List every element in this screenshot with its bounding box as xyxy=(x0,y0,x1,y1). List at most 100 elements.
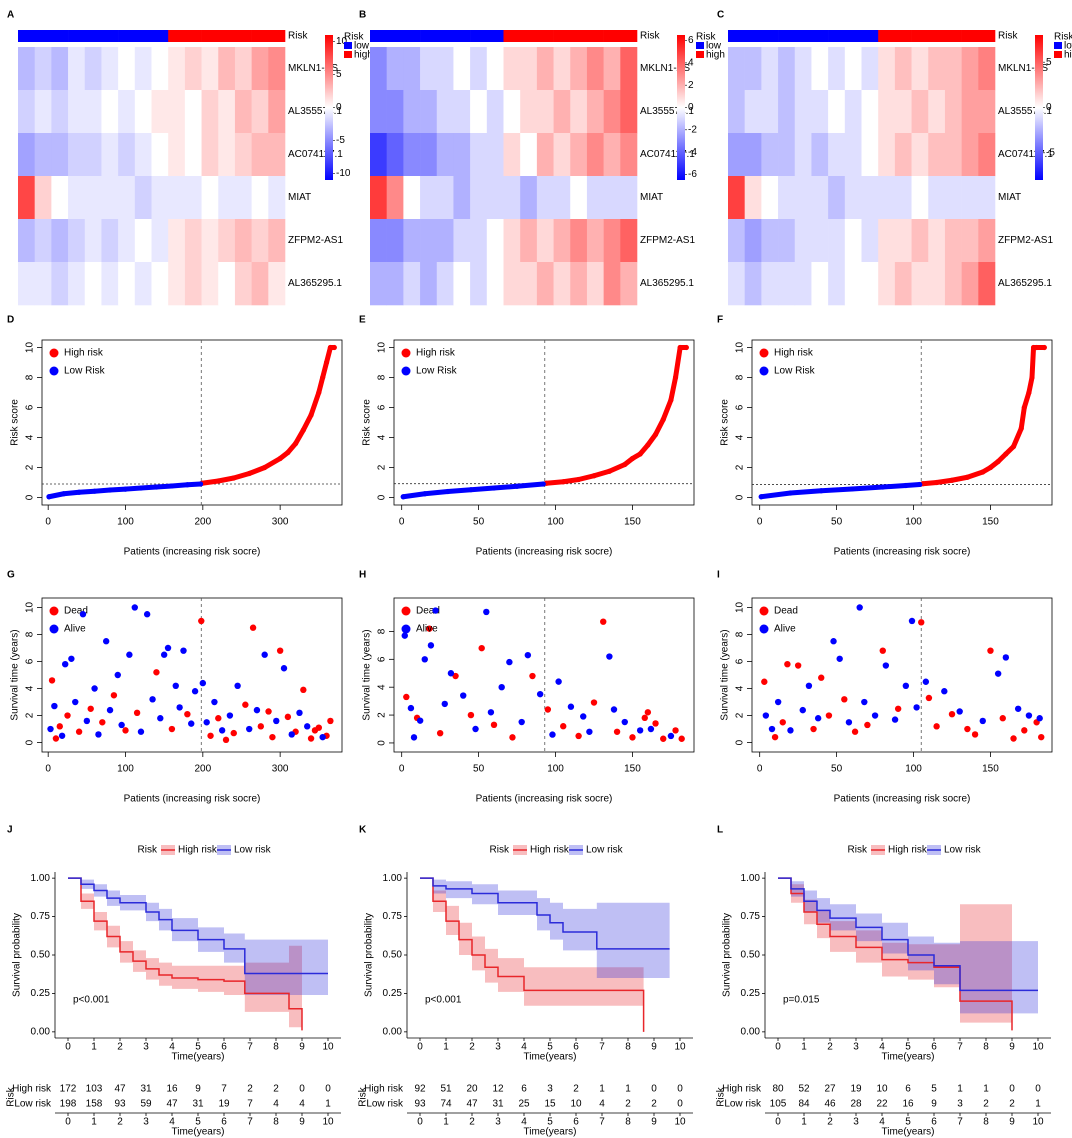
risk-table-tick-label: 7 xyxy=(247,1117,253,1128)
heatmap-cell xyxy=(553,133,571,177)
heatmap-cell xyxy=(928,262,946,306)
data-point xyxy=(257,723,265,730)
risk-table-count: 105 xyxy=(770,1099,787,1110)
legend-label: High risk xyxy=(888,845,928,856)
heatmap-cell xyxy=(251,262,269,306)
heatmap-cell xyxy=(928,219,946,263)
data-point xyxy=(934,479,940,486)
heatmap-cell xyxy=(811,219,829,263)
heatmap-cell xyxy=(828,90,846,134)
data-point xyxy=(168,725,176,733)
risk-annotation-cell xyxy=(470,30,488,42)
heatmap-cell xyxy=(218,133,236,177)
heatmap-cell xyxy=(728,176,745,220)
heatmap-cell xyxy=(68,133,86,177)
data-point xyxy=(903,482,909,489)
data-point xyxy=(660,416,666,423)
colorbar-tick-label: 6 xyxy=(688,35,694,46)
heatmap-cell xyxy=(18,262,35,306)
heatmap-cell xyxy=(234,262,252,306)
y-tick-label: 2 xyxy=(25,712,36,718)
risk-table-row-name: Low risk xyxy=(366,1099,404,1110)
heatmap-cell xyxy=(828,219,846,263)
x-axis-label: Patients (increasing risk socre) xyxy=(124,794,261,805)
risk-table-count: 2 xyxy=(247,1084,253,1095)
data-point xyxy=(191,688,199,695)
data-point xyxy=(122,486,129,492)
colorbar-tick-label: 5 xyxy=(1046,57,1052,68)
x-tick-label: 200 xyxy=(194,764,211,775)
row-label: AL355574.1 xyxy=(998,106,1052,117)
legend-swatch xyxy=(696,51,704,58)
data-point xyxy=(964,474,970,480)
heatmap-cell xyxy=(536,90,554,134)
heatmap-cell xyxy=(18,219,35,263)
heatmap-cell xyxy=(728,262,745,306)
legend-swatch xyxy=(344,51,352,58)
panel-letter: H xyxy=(359,570,366,581)
legend-title: Risk xyxy=(848,845,868,856)
data-point xyxy=(814,715,822,722)
heatmap-cell xyxy=(403,90,421,134)
y-tick-label: 4 xyxy=(377,434,388,440)
row-label: AL355574.1 xyxy=(640,106,694,117)
y-tick-label: 0.50 xyxy=(31,950,51,961)
heatmap-cell xyxy=(878,90,896,134)
y-tick-label: 0.00 xyxy=(31,1026,51,1037)
p-value: p<0.001 xyxy=(73,995,110,1006)
colorbar-tick-label: -5 xyxy=(336,135,345,146)
heatmap-cell xyxy=(453,176,471,220)
heatmap-cell xyxy=(268,176,286,220)
y-axis-label: Risk score xyxy=(362,399,373,446)
risk-annotation-cell xyxy=(151,30,169,42)
heatmap-cell xyxy=(811,262,829,306)
heatmap-cell xyxy=(961,262,979,306)
data-point xyxy=(311,727,319,734)
row-label: MIAT xyxy=(640,192,663,203)
data-point xyxy=(549,731,556,738)
data-point xyxy=(114,671,121,679)
y-tick-label: 6 xyxy=(25,404,36,410)
plot-frame xyxy=(41,339,343,506)
risk-table-count: 22 xyxy=(876,1099,888,1110)
heatmap-cell xyxy=(944,262,962,306)
data-point xyxy=(758,494,764,500)
y-tick-label: 10 xyxy=(25,601,36,613)
data-point xyxy=(106,706,114,714)
x-tick-label: 9 xyxy=(651,1042,657,1053)
heatmap-cell xyxy=(168,262,186,306)
risk-annotation-cell xyxy=(928,30,946,42)
data-point xyxy=(652,431,659,438)
heatmap-cell xyxy=(453,133,471,177)
heatmap-cell xyxy=(68,176,86,220)
x-axis-label: Patients (increasing risk socre) xyxy=(834,547,971,558)
data-point xyxy=(180,647,187,654)
risk-annotation-cell xyxy=(570,30,588,42)
risk-annotation-cell xyxy=(944,30,962,42)
annotation-label: Risk xyxy=(998,31,1018,42)
data-point xyxy=(871,712,879,719)
risk-table-count: 2 xyxy=(573,1084,579,1095)
heatmap-cell xyxy=(34,219,52,263)
data-point xyxy=(856,604,863,611)
heatmap-cell xyxy=(586,176,604,220)
x-tick-label: 3 xyxy=(495,1042,501,1053)
heatmap-cell xyxy=(520,219,538,263)
heatmap-cell xyxy=(168,90,186,134)
risk-annotation-cell xyxy=(553,30,571,42)
data-point xyxy=(246,725,253,733)
risk-table-count: 12 xyxy=(492,1084,504,1095)
x-tick-label: 9 xyxy=(299,1042,305,1053)
data-point xyxy=(576,476,582,483)
heatmap-cell xyxy=(218,262,236,306)
data-point xyxy=(787,727,794,734)
x-tick-label: 50 xyxy=(473,517,485,528)
heatmap-cell xyxy=(470,90,488,134)
data-point xyxy=(1038,733,1045,741)
colorbar-tick-label: 0 xyxy=(1046,102,1052,113)
heatmap-cell xyxy=(620,176,638,220)
y-tick-label: 6 xyxy=(377,656,388,662)
row-label: AL365295.1 xyxy=(288,278,342,289)
risk-annotation-cell xyxy=(978,30,996,42)
heatmap-cell xyxy=(744,133,762,177)
